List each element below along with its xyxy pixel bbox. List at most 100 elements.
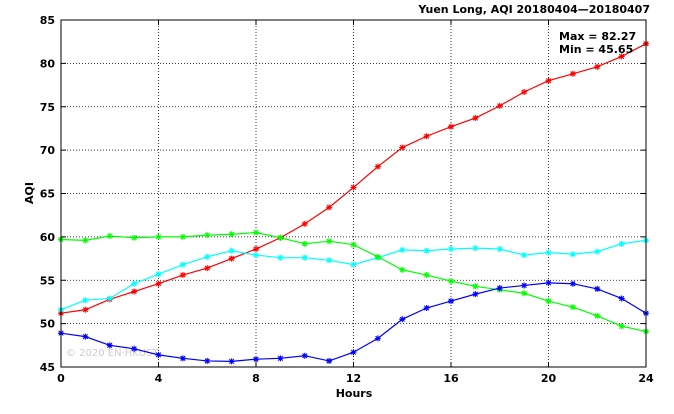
watermark-text: © 2020 EN·HKUST [66,348,159,359]
x-tick-label: 8 [252,372,260,385]
series-4-point [374,335,381,342]
series-4-point [131,345,138,352]
series-3-point [521,290,528,297]
series-3-point [228,231,235,238]
series-3-point [350,241,357,248]
series-1-point [228,255,235,262]
series-4-point [569,280,576,287]
series-4-point [277,355,284,362]
series-4-point [423,305,430,312]
series-3-point [399,266,406,273]
series-1-point [496,102,503,109]
series-3-point [423,272,430,279]
series-4-point [82,333,89,340]
x-tick-label: 12 [346,372,361,385]
y-tick-label: 70 [40,144,56,157]
series-4-point [399,316,406,323]
series-2-point [155,271,162,278]
series-3-point [155,233,162,240]
series-3-point [253,229,259,236]
y-tick-label: 60 [40,231,56,244]
series-4-point [594,285,601,292]
series-4-point [179,355,186,362]
series-1-point [423,133,430,140]
series-1-point [350,184,357,191]
x-tick-label: 0 [57,372,65,385]
series-4-point [496,285,503,292]
series-4-point [106,342,113,349]
x-tick-label: 20 [541,372,557,385]
series-3-point [545,298,552,305]
y-tick-label: 65 [40,188,55,201]
series-1-point [448,123,454,130]
tick-layer: 0 4 8 12 16 20 24 45 50 55 60 65 70 75 80 85 [40,14,654,385]
series-4-point [350,349,357,356]
series-2-point [277,254,284,261]
series-4-point [521,282,528,289]
y-tick-label: 50 [40,318,56,331]
series-1-point [179,272,186,279]
series-2-point [179,261,186,268]
y-tick-label: 55 [40,274,55,287]
x-tick-label: 24 [638,372,654,385]
series-1-point [472,115,479,122]
series-1-point [82,306,89,313]
series-2-point [618,240,625,247]
x-tick-label: 4 [155,372,163,385]
series-4-point [253,356,259,363]
series-1-point [301,220,308,227]
x-tick-label: 16 [443,372,459,385]
series-1-point [253,246,259,253]
series-2-point [496,246,503,253]
series-2-point [253,252,259,259]
series-4-point [472,291,479,298]
series-1-point [594,63,601,70]
chart-title: Yuen Long, AQI 20180404—20180407 [417,3,650,16]
series-3-point [374,253,381,260]
series-3-point [594,312,601,319]
y-tick-label: 75 [40,101,55,114]
series-2-point [131,280,138,287]
max-annotation: Max = 82.27 [559,30,636,43]
series-2-point [204,253,211,260]
series-3-point [179,233,186,240]
min-annotation: Min = 45.65 [559,43,633,56]
series-4-point [618,295,625,302]
series-1-point [618,53,625,60]
series-3-point [448,278,454,285]
series-3-point [131,234,138,241]
series-2-point [472,245,479,252]
series-3-point [618,323,625,330]
series-3-point [472,283,479,290]
series-1-point [545,77,552,84]
series-layer [58,40,649,365]
series-2-point [399,246,406,253]
series-2-point [521,252,528,259]
y-tick-label: 45 [40,361,55,374]
series-2-point [594,248,601,255]
series-3-point [569,304,576,311]
series-2-point [301,254,308,261]
series-1-point [399,144,406,151]
series-2-point [228,247,235,254]
series-4-point [448,298,454,305]
series-1-point [155,280,162,287]
series-1-point [521,89,528,96]
series-4-point [301,352,308,359]
series-2-point [350,261,357,268]
series-2-point [569,251,576,258]
series-1-point [326,204,333,211]
series-3-point [204,232,211,239]
series-3-point [106,233,113,240]
series-4-point [545,279,552,286]
series-1-point [569,70,576,77]
x-axis-title: Hours [336,387,373,400]
series-1-point [131,288,138,295]
series-1-point [374,163,381,170]
series-2-point [82,297,89,304]
series-2-point [448,246,454,253]
y-tick-label: 85 [40,14,55,27]
series-4-point [326,357,333,364]
series-2-point [326,257,333,264]
